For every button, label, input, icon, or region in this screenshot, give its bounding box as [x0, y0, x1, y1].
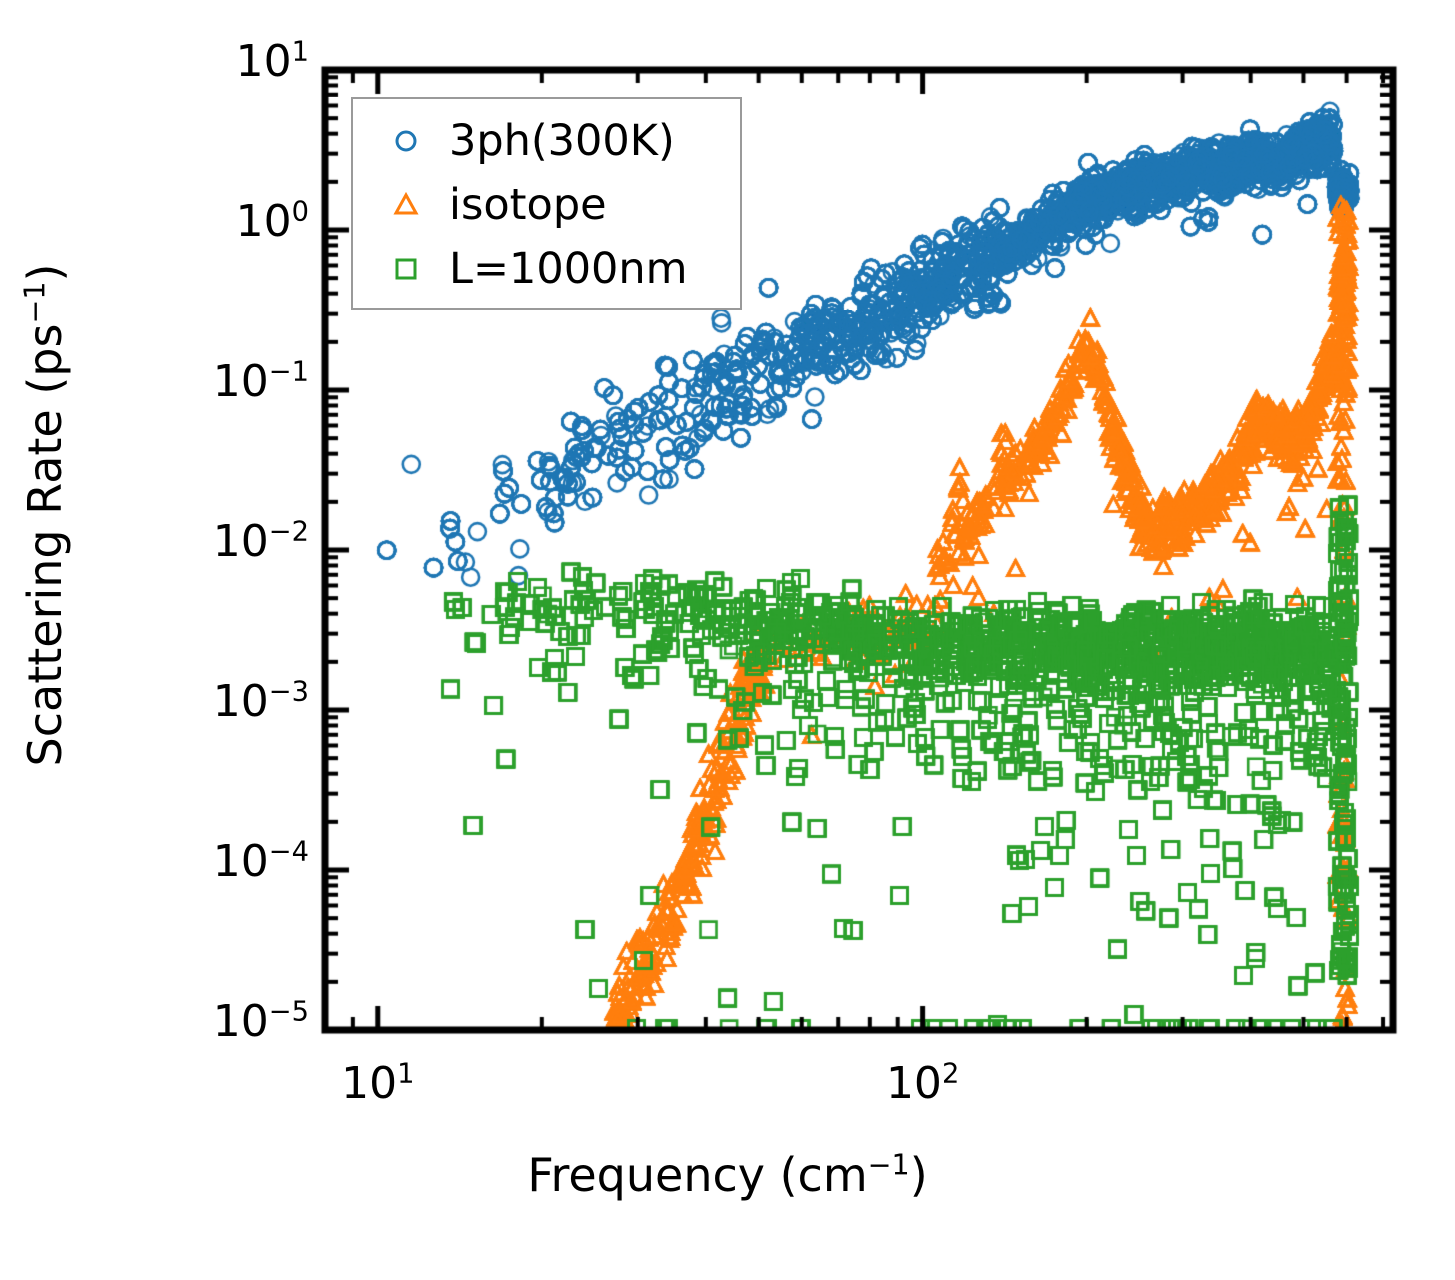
legend-label-isotope: isotope — [449, 180, 607, 230]
ytick-label: 10−1 — [212, 356, 309, 407]
ytick-label: 10−2 — [212, 516, 309, 567]
y-axis-label-wrapper: Scattering Rate (ps−1) — [18, 0, 128, 1030]
ytick-label: 10−4 — [212, 836, 309, 887]
circle-open-icon — [379, 126, 433, 156]
y-axis-label: Scattering Rate (ps−1) — [18, 263, 72, 767]
ytick-label: 101 — [235, 36, 309, 87]
ytick-label: 10−5 — [212, 996, 309, 1047]
legend-item-boundary[interactable]: L=1000nm — [353, 237, 740, 301]
triangle-open-icon — [379, 190, 433, 220]
xtick-label: 102 — [885, 1058, 960, 1109]
legend-item-isotope[interactable]: isotope — [353, 173, 740, 237]
legend-item-3ph[interactable]: 3ph(300K) — [353, 109, 740, 173]
legend-label-boundary: L=1000nm — [449, 244, 688, 294]
ytick-label: 10−3 — [212, 676, 309, 727]
legend-box: 3ph(300K) isotope L=1000nm — [351, 97, 742, 310]
xtick-label: 101 — [341, 1058, 415, 1109]
ytick-label: 100 — [235, 196, 309, 247]
legend-label-3ph: 3ph(300K) — [449, 116, 675, 166]
square-open-icon — [379, 254, 433, 284]
x-axis-label: Frequency (cm−1) — [527, 1148, 928, 1202]
